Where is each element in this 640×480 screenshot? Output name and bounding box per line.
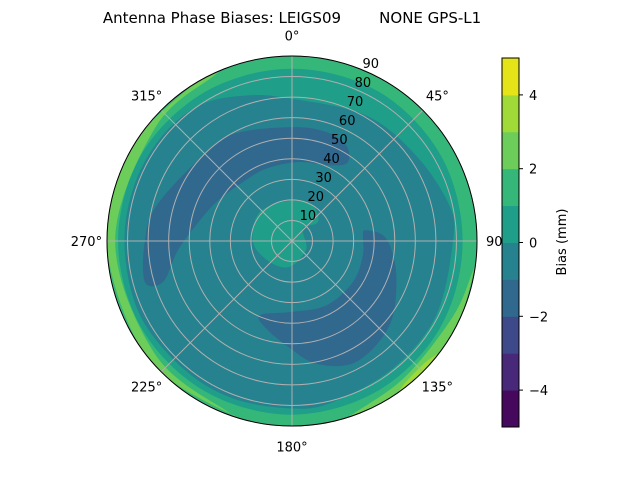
colorbar-band <box>502 58 519 96</box>
colorbar-band <box>502 353 519 391</box>
radial-tick-label: 70 <box>347 95 364 110</box>
colorbar-band <box>502 390 519 428</box>
radial-tick-label: 80 <box>355 76 372 91</box>
azimuth-tick-label: 180° <box>276 441 307 456</box>
colorbar-tick-label: 4 <box>529 89 537 104</box>
colorbar-tick-label: −2 <box>529 310 548 325</box>
azimuth-tick-label: 135° <box>422 380 453 395</box>
colorbar-tick-label: 2 <box>529 163 537 178</box>
colorbar-band <box>502 168 519 207</box>
colorbar-band <box>502 279 519 317</box>
polar-grid <box>106 55 478 427</box>
azimuth-tick-label: 225° <box>131 380 162 395</box>
azimuth-gridline <box>291 240 424 373</box>
contour-region <box>396 353 441 395</box>
colorbar-label: Bias (mm) <box>555 209 570 276</box>
radial-tick-label: 40 <box>323 152 340 167</box>
contour-region <box>258 230 397 367</box>
radial-tick-label: 20 <box>307 190 324 205</box>
radial-tick-label: 50 <box>331 133 348 148</box>
colorbar-band <box>502 316 519 354</box>
colorbar-band <box>502 131 519 170</box>
polar-frame <box>106 55 478 427</box>
chart-title: Antenna Phase Biases: LEIGS09 NONE GPS-L… <box>103 9 481 27</box>
azimuth-gridline <box>160 240 293 373</box>
azimuth-tick-label: 45° <box>426 90 449 105</box>
radial-tick-label: 90 <box>363 57 380 72</box>
contour-region <box>107 65 250 425</box>
radial-tick-labels: 10 20 30 40 50 60 70 80 90 <box>300 57 379 224</box>
azimuth-gridline <box>291 109 424 242</box>
colorbar: −4 −2 0 2 4 <box>501 57 548 428</box>
colorbar-tick-label: 0 <box>529 237 537 252</box>
azimuth-tick-label: 315° <box>131 90 162 105</box>
contour-region <box>142 127 350 287</box>
colorbar-band <box>502 242 519 280</box>
colorbar-band <box>502 94 519 133</box>
colorbar-band <box>502 205 519 243</box>
azimuth-tick-label: 0° <box>285 29 300 44</box>
azimuth-tick-label: 270° <box>71 235 102 250</box>
radial-tick-label: 30 <box>315 171 332 186</box>
azimuth-tick-labels: 0°45°90°135°180°225°270°315° <box>71 29 509 455</box>
colorbar-tick-label: −4 <box>529 384 548 399</box>
radial-tick-label: 10 <box>300 209 317 224</box>
azimuth-gridline <box>160 109 293 242</box>
radial-tick-label: 60 <box>339 114 356 129</box>
